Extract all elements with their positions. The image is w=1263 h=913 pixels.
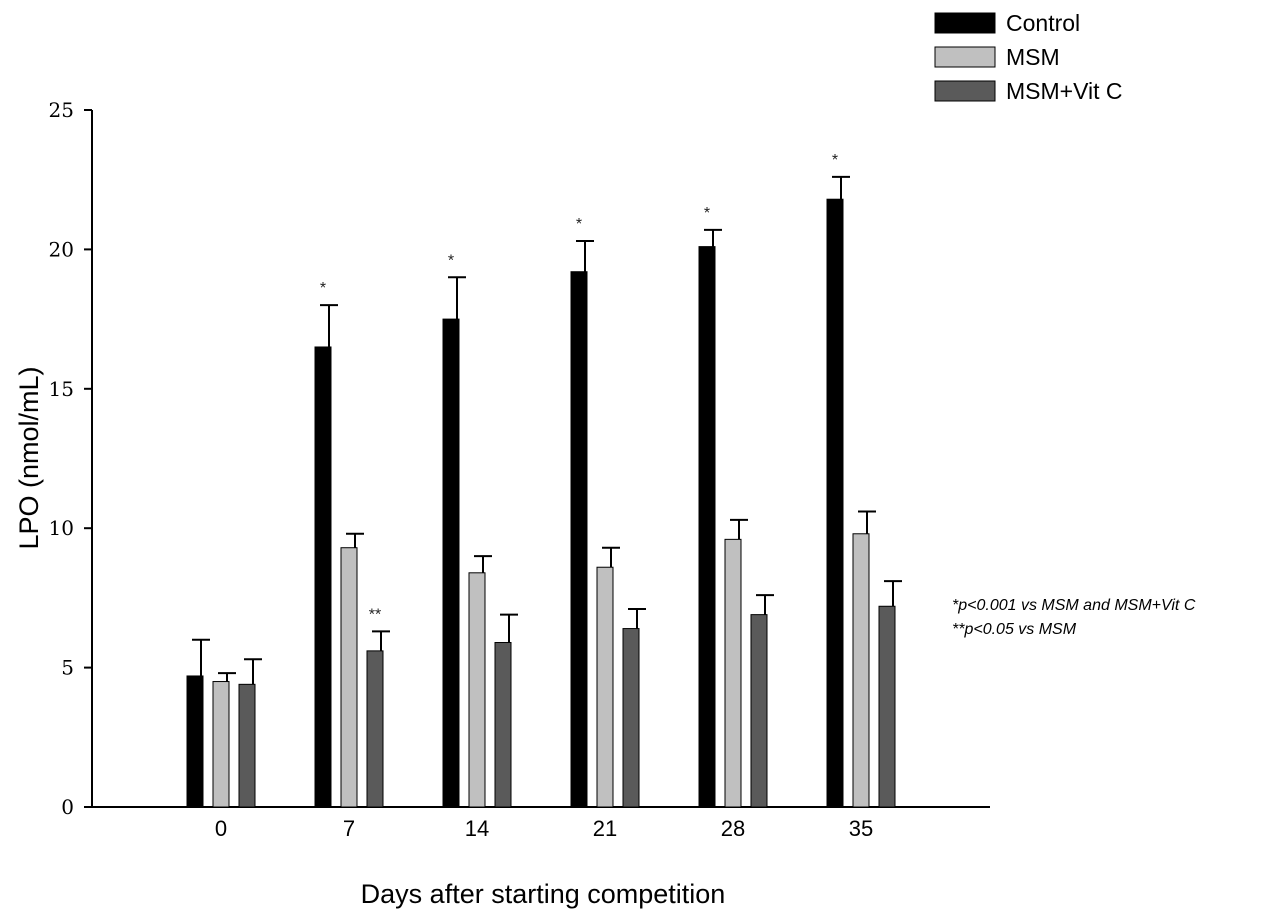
legend-label: MSM [1006, 44, 1060, 70]
bar-control-21 [570, 271, 588, 808]
bar-msm-vit-c-28 [750, 614, 768, 808]
legend-swatch [934, 46, 996, 68]
significance-mark: * [704, 205, 710, 222]
y-tick-label: 15 [49, 377, 74, 401]
bar-msm-21 [596, 566, 614, 808]
significance-mark: ** [369, 606, 381, 623]
error-bars [192, 175, 902, 685]
significance-marks: ******* [320, 152, 838, 623]
significance-mark: * [448, 252, 454, 269]
x-ticks: 0 7 14 21 28 35 [215, 816, 873, 841]
bar-msm-vit-c-21 [622, 628, 640, 808]
y-axis-title: LPO (nmol/mL) [14, 366, 44, 549]
x-tick-label: 28 [721, 816, 745, 841]
significance-mark: * [576, 216, 582, 233]
bars [186, 198, 896, 808]
bar-control-28 [698, 246, 716, 808]
x-tick-label: 35 [849, 816, 873, 841]
bar-msm-0 [212, 681, 230, 808]
bar-msm-vit-c-7 [366, 650, 384, 808]
significance-mark: * [320, 280, 326, 297]
legend-swatch [934, 12, 996, 34]
bar-msm-35 [852, 533, 870, 808]
bar-msm-7 [340, 547, 358, 808]
bar-control-0 [186, 675, 204, 808]
x-tick-label: 7 [343, 816, 355, 841]
y-tick-label: 0 [61, 795, 74, 819]
significance-mark: * [832, 152, 838, 169]
footnote-2: **p<0.05 vs MSM [952, 621, 1077, 638]
y-tick-label: 25 [49, 98, 74, 122]
y-tick-label: 5 [61, 656, 74, 680]
y-tick-label: 10 [49, 516, 74, 540]
x-tick-label: 21 [593, 816, 617, 841]
y-ticks: 0 5 10 15 20 25 [49, 98, 92, 819]
bar-msm-vit-c-35 [878, 605, 896, 808]
x-axis-title: Days after starting competition [361, 879, 726, 909]
legend-label: MSM+Vit C [1006, 78, 1123, 104]
x-tick-label: 0 [215, 816, 227, 841]
bar-control-35 [826, 198, 844, 808]
bar-msm-28 [724, 538, 742, 808]
y-tick-label: 20 [49, 237, 74, 261]
bar-msm-vit-c-14 [494, 642, 512, 808]
bar-msm-14 [468, 572, 486, 808]
legend-label: Control [1006, 10, 1080, 36]
legend: Control MSM MSM+Vit C [934, 10, 1123, 104]
bar-msm-vit-c-0 [238, 683, 256, 808]
footnote-1: *p<0.001 vs MSM and MSM+Vit C [952, 597, 1196, 614]
x-tick-label: 14 [465, 816, 489, 841]
legend-swatch [934, 80, 996, 102]
bar-control-7 [314, 346, 332, 808]
bar-control-14 [442, 318, 460, 808]
